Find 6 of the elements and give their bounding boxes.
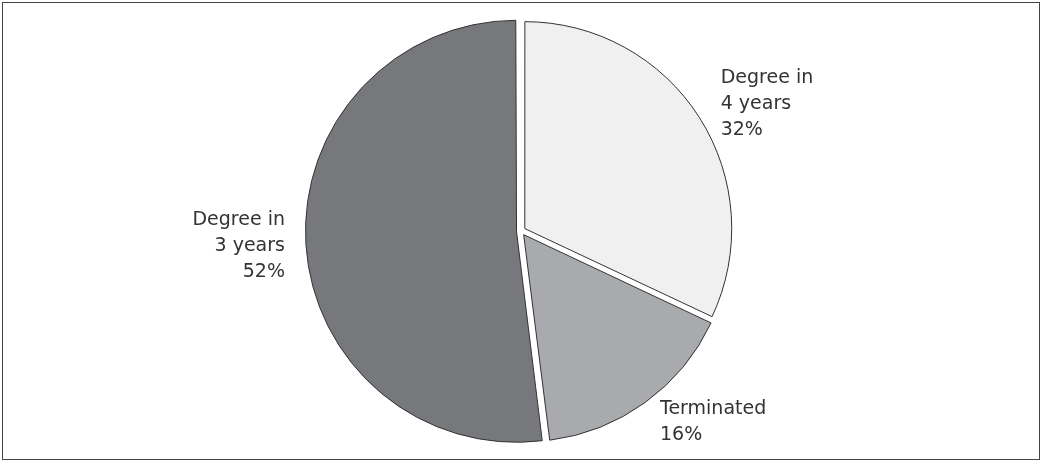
slice-label: Terminated (659, 396, 767, 419)
slice-label: Degree in 3 years (192, 206, 285, 255)
data-label: 32% (720, 117, 763, 140)
slice-label: Degree in 4 years (720, 65, 814, 114)
data-label: 52% (242, 258, 285, 281)
data-label: 16% (660, 422, 703, 445)
